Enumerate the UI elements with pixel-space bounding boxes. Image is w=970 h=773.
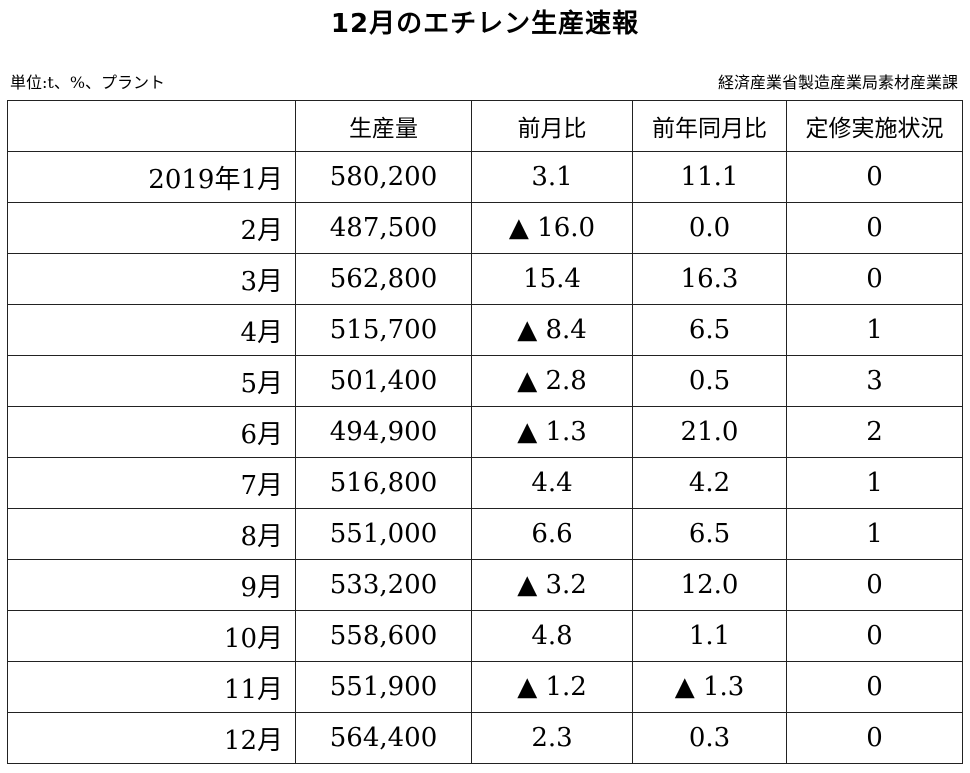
table-row: 2月 487,500 ▲ 16.0 0.0 0 [7, 202, 963, 254]
cell-production: 494,900 [295, 406, 472, 458]
cell-production: 580,200 [295, 151, 472, 203]
cell-production: 516,800 [295, 457, 472, 509]
cell-month: 6月 [7, 406, 296, 458]
cell-maintenance: 0 [786, 559, 963, 611]
cell-mom: 2.3 [471, 712, 633, 764]
cell-production: 562,800 [295, 253, 472, 305]
cell-yoy: 6.5 [632, 304, 787, 356]
table-row: 9月 533,200 ▲ 3.2 12.0 0 [7, 559, 963, 611]
cell-maintenance: 1 [786, 457, 963, 509]
cell-production: 551,000 [295, 508, 472, 560]
cell-yoy: 0.5 [632, 355, 787, 407]
table-row: 4月 515,700 ▲ 8.4 6.5 1 [7, 304, 963, 356]
cell-mom: ▲ 1.3 [471, 406, 633, 458]
table-row: 3月 562,800 15.4 16.3 0 [7, 253, 963, 305]
cell-yoy: ▲ 1.3 [632, 661, 787, 713]
table-row: 2019年1月 580,200 3.1 11.1 0 [7, 151, 963, 203]
table-row: 8月 551,000 6.6 6.5 1 [7, 508, 963, 560]
table-body: 2019年1月 580,200 3.1 11.1 0 2月 487,500 ▲ 16.0 0.0… [7, 151, 963, 764]
table-row: 10月 558,600 4.8 1.1 0 [7, 610, 963, 662]
table-row: 6月 494,900 ▲ 1.3 21.0 2 [7, 406, 963, 458]
cell-month: 2月 [7, 202, 296, 254]
cell-maintenance: 0 [786, 151, 963, 203]
cell-mom: 15.4 [471, 253, 633, 305]
cell-month: 3月 [7, 253, 296, 305]
unit-note: 単位:t、%、プラント [10, 73, 166, 92]
cell-maintenance: 2 [786, 406, 963, 458]
cell-yoy: 21.0 [632, 406, 787, 458]
cell-mom: ▲ 2.8 [471, 355, 633, 407]
cell-maintenance: 0 [786, 661, 963, 713]
cell-month: 2019年1月 [7, 151, 296, 203]
cell-mom: 4.8 [471, 610, 633, 662]
cell-production: 551,900 [295, 661, 472, 713]
cell-mom: ▲ 8.4 [471, 304, 633, 356]
production-table: 生産量 前月比 前年同月比 定修実施状況 2019年1月 580,200 3.1 11… [7, 100, 963, 764]
cell-yoy: 0.3 [632, 712, 787, 764]
cell-maintenance: 0 [786, 610, 963, 662]
cell-month: 8月 [7, 508, 296, 560]
cell-yoy: 16.3 [632, 253, 787, 305]
cell-production: 564,400 [295, 712, 472, 764]
cell-month: 11月 [7, 661, 296, 713]
table-row: 7月 516,800 4.4 4.2 1 [7, 457, 963, 509]
cell-yoy: 11.1 [632, 151, 787, 203]
cell-mom: 4.4 [471, 457, 633, 509]
cell-maintenance: 0 [786, 712, 963, 764]
cell-month: 4月 [7, 304, 296, 356]
cell-month: 12月 [7, 712, 296, 764]
cell-maintenance: 1 [786, 508, 963, 560]
header-production: 生産量 [295, 100, 472, 152]
cell-production: 558,600 [295, 610, 472, 662]
cell-month: 5月 [7, 355, 296, 407]
source-note: 経済産業省製造産業局素材産業課 [717, 73, 958, 92]
cell-production: 487,500 [295, 202, 472, 254]
cell-production: 533,200 [295, 559, 472, 611]
cell-mom: ▲ 16.0 [471, 202, 633, 254]
cell-yoy: 6.5 [632, 508, 787, 560]
cell-maintenance: 3 [786, 355, 963, 407]
cell-production: 501,400 [295, 355, 472, 407]
cell-mom: 6.6 [471, 508, 633, 560]
cell-production: 515,700 [295, 304, 472, 356]
table-header-row: 生産量 前月比 前年同月比 定修実施状況 [7, 100, 963, 152]
cell-yoy: 4.2 [632, 457, 787, 509]
page-title: 12月のエチレン生産速報 [330, 9, 640, 39]
cell-month: 9月 [7, 559, 296, 611]
cell-month: 10月 [7, 610, 296, 662]
cell-maintenance: 0 [786, 202, 963, 254]
cell-maintenance: 0 [786, 253, 963, 305]
cell-maintenance: 1 [786, 304, 963, 356]
table-row: 12月 564,400 2.3 0.3 0 [7, 712, 963, 764]
cell-mom: ▲ 3.2 [471, 559, 633, 611]
header-blank [7, 100, 296, 152]
cell-yoy: 0.0 [632, 202, 787, 254]
cell-mom: 3.1 [471, 151, 633, 203]
cell-yoy: 12.0 [632, 559, 787, 611]
header-mom: 前月比 [471, 100, 633, 152]
header-yoy: 前年同月比 [632, 100, 787, 152]
cell-month: 7月 [7, 457, 296, 509]
table-row: 5月 501,400 ▲ 2.8 0.5 3 [7, 355, 963, 407]
header-maintenance: 定修実施状況 [786, 100, 963, 152]
cell-mom: ▲ 1.2 [471, 661, 633, 713]
cell-yoy: 1.1 [632, 610, 787, 662]
table-row: 11月 551,900 ▲ 1.2 ▲ 1.3 0 [7, 661, 963, 713]
